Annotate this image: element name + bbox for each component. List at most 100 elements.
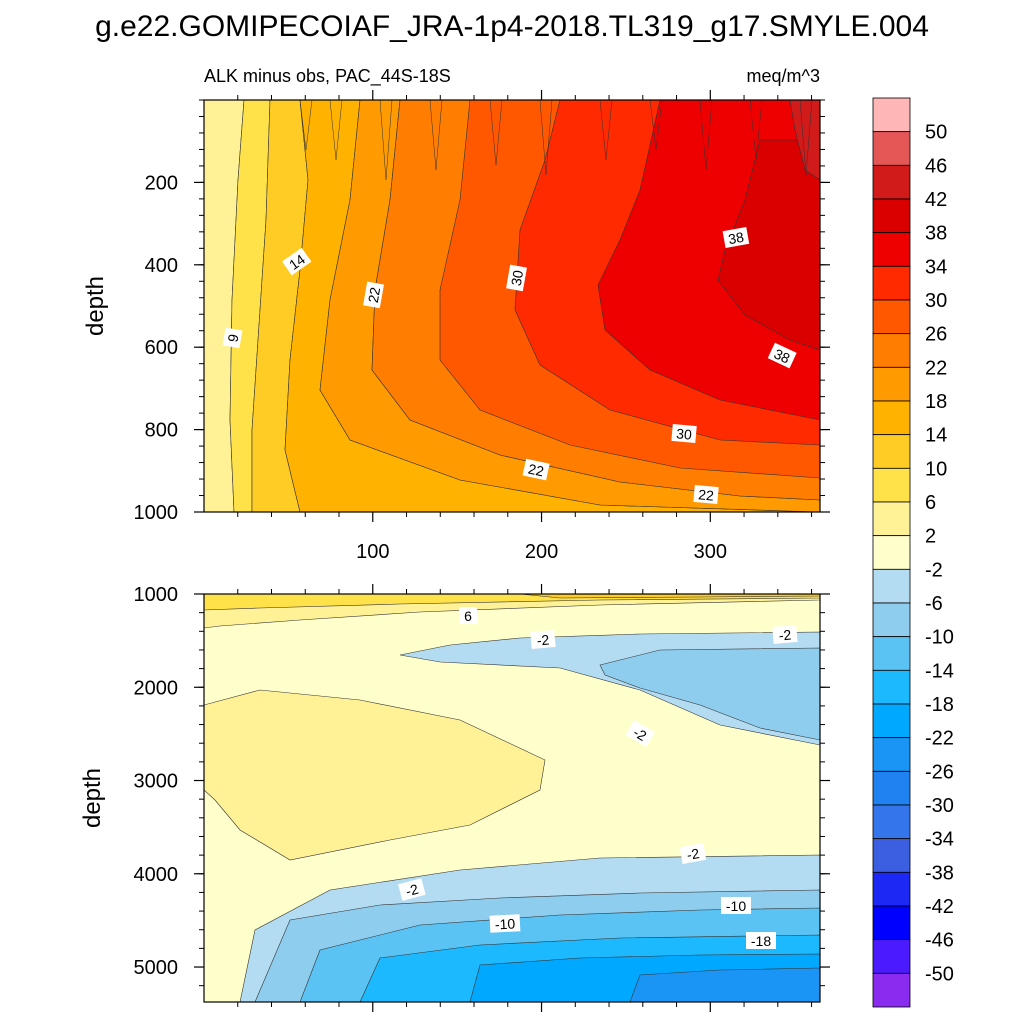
svg-text:-10: -10 [726,898,746,914]
band-upper-22 [371,100,820,501]
surface-noise [299,100,813,181]
contour-label-neg2: -2 [679,843,707,864]
colorbar-label: 14 [925,425,947,447]
colorbar-label: 6 [925,492,936,514]
lower-contour-labels: 6 -2 -2 -2 -2 -2 -10 -10 -18 [398,607,798,949]
x-tick-label: 100 [356,541,389,563]
colorbar-label: 2 [925,526,936,548]
lower-y-axis-label: depth [79,768,106,828]
svg-text:30: 30 [676,425,693,442]
colorbar-label: -18 [925,694,954,716]
colorbar-swatch [872,804,911,840]
contour-label-neg10: -10 [489,914,521,933]
contour-label-30: 30 [671,423,697,444]
contour-label-14: 14 [282,247,312,276]
colorbar-swatch [872,299,911,335]
contour-label-neg2: -2 [398,878,426,901]
colorbar: 50 46 42 38 34 30 26 22 18 14 10 6 2 -2 -6 -10 -14 -18 -22… [872,97,954,1008]
lower-panel: 1000 2000 3000 4000 5000 depth 6 -2 -2 -2 -2… [79,584,830,1012]
units-label: meq/m^3 [747,66,820,86]
y-tick-label: 200 [145,172,178,194]
chart-title: g.e22.GOMIPECOIAF_JRA-1p4-2018.TL319_g17… [95,10,929,43]
upper-x-axis: 100 200 300 [237,90,813,563]
colorbar-label: -42 [925,896,954,918]
colorbar-swatch [872,333,911,368]
contour-label-neg2: -2 [625,720,655,747]
y-tick-label: 1000 [134,584,179,606]
colorbar-swatch [872,636,911,671]
contour-label-30: 30 [506,264,527,292]
chart-subtitle: ALK minus obs, PAC_44S-18S [204,66,451,87]
contour-label-22: 22 [363,281,384,309]
y-tick-label: 5000 [134,957,179,979]
colorbar-label: -10 [925,627,954,649]
contour-label-9: 9 [222,327,243,349]
upper-y-axis-label: depth [82,276,109,336]
svg-text:30: 30 [508,269,526,287]
y-tick-label: 2000 [134,677,179,699]
y-tick-label: 600 [145,337,178,359]
upper-y-axis: 200 400 600 800 1000 [134,99,830,524]
colorbar-label: 10 [925,458,947,480]
colorbar-swatch [872,939,911,974]
colorbar-label: 30 [925,290,947,312]
band-lower-10 [519,594,820,599]
svg-text:22: 22 [527,461,546,480]
contour-label-neg2: -2 [772,624,798,645]
colorbar-label: -6 [925,593,943,615]
lower-y-axis: 1000 2000 3000 4000 5000 [134,584,830,987]
lower-x-axis [237,584,813,1012]
band-lower-neg10-top [599,647,820,741]
lower-contour-fill [204,594,820,1002]
x-tick-label: 200 [525,541,558,563]
y-tick-label: 3000 [134,771,179,793]
colorbar-swatch [872,905,911,941]
band-lower-2-lens [204,689,546,861]
upper-plot-frame [203,99,821,513]
svg-text:-2: -2 [404,881,420,900]
contour-label-neg18: -18 [746,932,776,949]
colorbar-label: -38 [925,862,954,884]
colorbar-label: -26 [925,761,954,783]
upper-contour-fill [204,100,820,512]
svg-text:38: 38 [727,229,745,247]
svg-text:-10: -10 [494,915,515,932]
colorbar-swatch [872,265,911,301]
colorbar-swatch [872,770,911,806]
colorbar-label: -34 [925,829,954,851]
colorbar-swatch [872,198,911,234]
y-tick-label: 1000 [134,502,179,524]
contour-label-38: 38 [767,342,797,369]
colorbar-label: -14 [925,660,954,682]
band-lower-6 [204,594,820,611]
colorbar-swatch [872,703,911,739]
contour-label-6: 6 [459,607,477,624]
colorbar-swatch [872,164,911,200]
colorbar-label: -2 [925,559,943,581]
colorbar-label: -50 [925,963,954,985]
upper-panel: 200 400 600 800 1000 100 200 300 depth 9 14 22… [82,90,830,563]
svg-text:22: 22 [365,286,383,304]
colorbar-swatch [872,232,911,267]
svg-text:-18: -18 [751,933,771,949]
colorbar-swatch [872,972,911,1008]
colorbar-swatch [872,669,911,705]
colorbar-swatch [872,97,911,133]
colorbar-swatch [872,871,911,907]
y-tick-label: 800 [145,420,178,442]
colorbar-label: 18 [925,391,947,413]
colorbar-swatch [872,535,911,570]
y-tick-label: 4000 [134,864,179,886]
svg-text:-2: -2 [778,626,792,643]
colorbar-swatch [872,602,911,638]
band-lower-neg26 [629,967,820,1002]
svg-text:38: 38 [772,345,793,366]
contour-label-22: 22 [693,484,719,505]
colorbar-label: 42 [925,189,947,211]
contour-label-neg10: -10 [721,897,751,914]
upper-contour-labels: 9 14 22 30 38 38 30 22 22 [222,227,797,505]
colorbar-label: 46 [925,155,947,177]
colorbar-label: 22 [925,357,947,379]
colorbar-label: -46 [925,930,954,952]
